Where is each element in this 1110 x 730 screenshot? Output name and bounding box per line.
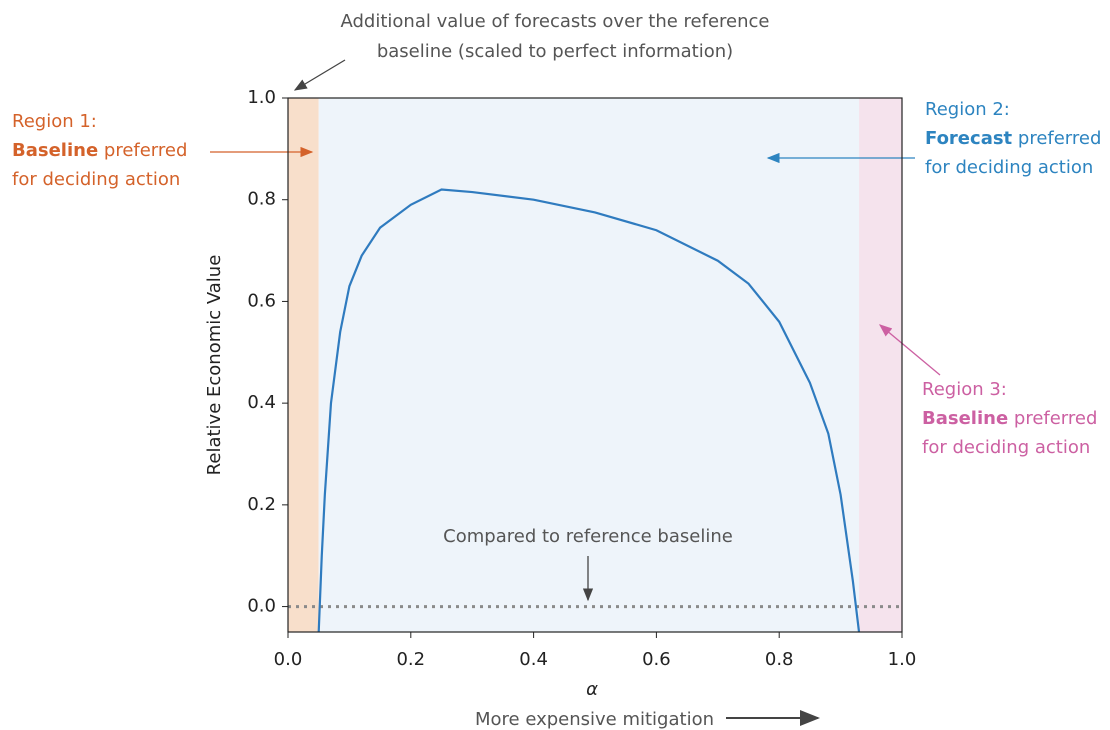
region xyxy=(288,98,319,632)
region-text: for deciding action xyxy=(925,157,1093,178)
baseline-note: Compared to reference baseline xyxy=(443,526,733,547)
y-tick-label: 1.0 xyxy=(247,87,276,108)
x-tick-label: 0.8 xyxy=(765,649,794,670)
region-label: Baseline preferred xyxy=(12,140,187,161)
region-text: preferred xyxy=(1014,408,1098,429)
x-tick-label: 0.0 xyxy=(274,649,303,670)
x-tick-label: 0.4 xyxy=(519,649,548,670)
arrow xyxy=(293,59,346,91)
region-emphasis: Baseline xyxy=(922,408,1008,429)
y-tick-label: 0.8 xyxy=(247,189,276,210)
region xyxy=(318,98,860,632)
line xyxy=(317,188,861,633)
y-tick-label: 0.0 xyxy=(247,596,276,617)
region-emphasis: Forecast xyxy=(925,128,1013,149)
region-title: Region 3: xyxy=(922,379,1007,400)
y-tick-label: 0.2 xyxy=(247,494,276,515)
region-label: Baseline preferred xyxy=(922,408,1097,429)
x-tick-label: 1.0 xyxy=(888,649,917,670)
plot-area xyxy=(288,98,902,633)
x-tick-label: 0.2 xyxy=(396,649,425,670)
y-tick-label: 0.4 xyxy=(247,392,276,413)
x-axis-note: More expensive mitigation xyxy=(475,709,714,730)
region-emphasis: Baseline xyxy=(12,140,98,161)
region-text: for deciding action xyxy=(922,437,1090,458)
region-text: preferred xyxy=(104,140,188,161)
x-tick-label: 0.6 xyxy=(642,649,671,670)
y-axis-label: Relative Economic Value xyxy=(204,255,225,476)
region-title: Region 1: xyxy=(12,111,97,132)
x-axis-label: α xyxy=(586,679,598,700)
annotation: baseline (scaled to perfect information) xyxy=(377,41,733,62)
y-tick-label: 0.6 xyxy=(247,290,276,311)
region-title: Region 2: xyxy=(925,99,1010,120)
axes-frame xyxy=(287,97,903,633)
arrow xyxy=(879,324,941,376)
annotation: Additional value of forecasts over the r… xyxy=(340,11,769,32)
region-text: preferred xyxy=(1018,128,1102,149)
region-label: Forecast preferred xyxy=(925,128,1101,149)
region xyxy=(859,98,902,632)
region-text: for deciding action xyxy=(12,169,180,190)
